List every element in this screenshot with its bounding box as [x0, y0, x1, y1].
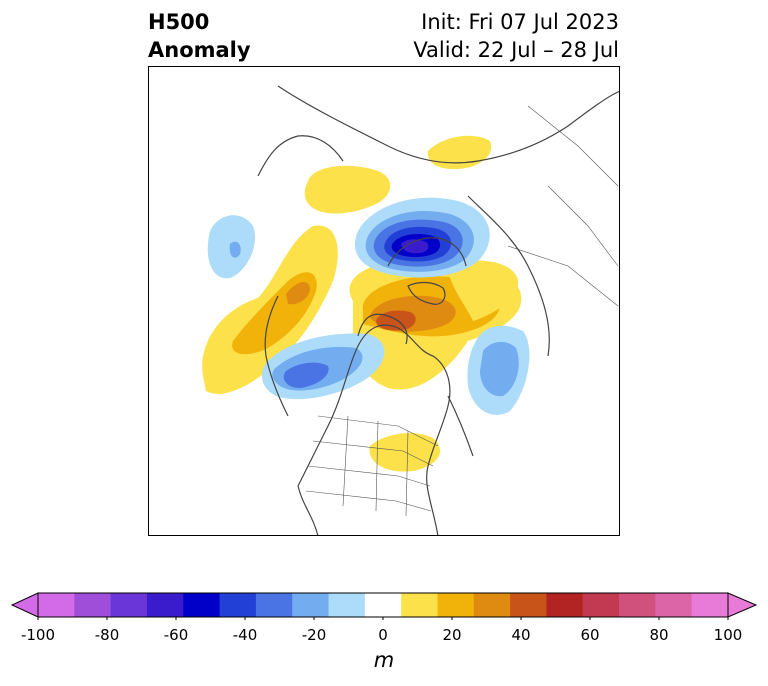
valid-period-label: Valid: 22 Jul – 28 Jul	[413, 38, 619, 62]
negative-anomaly-center	[401, 239, 429, 254]
positive-anomaly-east-asia	[427, 135, 492, 170]
init-time-label: Init: Fri 07 Jul 2023	[421, 10, 619, 34]
colorbar-tick-label: -100	[20, 626, 56, 644]
colorbar-segment	[364, 593, 402, 617]
colorbar-segment	[110, 593, 148, 617]
colorbar-tick-label: 0	[378, 626, 388, 644]
colorbar-tick-label: -80	[94, 626, 120, 644]
political-borders	[305, 105, 619, 517]
colorbar-segment	[74, 593, 112, 617]
colorbar-tick-label: 60	[580, 626, 600, 644]
title-field-name: H500	[148, 10, 210, 34]
positive-anomaly-east-america	[369, 432, 441, 472]
anomaly-map	[148, 66, 620, 536]
negative-anomaly-west-pacific-core	[229, 241, 241, 258]
colorbar-tick-label: -40	[232, 626, 258, 644]
coastlines	[257, 85, 620, 536]
colorbar-segment	[510, 593, 547, 617]
colorbar-segment	[146, 593, 184, 617]
anomaly-contours	[148, 66, 620, 536]
colorbar-segment	[619, 593, 656, 617]
colorbar-tick-label: 20	[442, 626, 462, 644]
colorbar-segment	[691, 593, 729, 617]
positive-anomaly-siberia	[304, 165, 391, 214]
map-title: H500 Anomaly	[148, 8, 251, 64]
colorbar-extend-low	[10, 592, 39, 618]
colorbar-segment	[255, 593, 293, 617]
colorbar-segment	[38, 593, 75, 617]
colorbar-extend-high	[727, 592, 758, 618]
run-info: Init: Fri 07 Jul 2023 Valid: 22 Jul – 28…	[413, 8, 619, 64]
colorbar-unit-label: m	[373, 648, 395, 672]
colorbar-segment	[219, 593, 257, 617]
colorbar-tick-label: -60	[163, 626, 189, 644]
colorbar-tick-label: -20	[301, 626, 327, 644]
negative-anomaly-atlantic-core	[480, 341, 519, 397]
colorbar-segment	[292, 593, 330, 617]
negative-anomaly-west-america-3	[283, 362, 329, 388]
map-border	[148, 66, 620, 536]
colorbar-tick-label: 40	[511, 626, 531, 644]
colorbar	[10, 592, 758, 620]
colorbar-segment	[582, 593, 620, 617]
colorbar-segment	[655, 593, 693, 617]
positive-anomaly-pacific-core	[286, 282, 310, 305]
positive-anomaly-barents	[448, 260, 519, 321]
colorbar-segment	[401, 593, 438, 617]
title-field-type: Anomaly	[148, 38, 251, 62]
colorbar-segment	[183, 593, 221, 617]
colorbar-segment	[437, 593, 475, 617]
colorbar-tick-label: 100	[713, 626, 743, 644]
colorbar-tick-label: 80	[649, 626, 669, 644]
colorbar-segment	[328, 593, 366, 617]
colorbar-segment	[473, 593, 511, 617]
colorbar-segment	[546, 593, 584, 617]
